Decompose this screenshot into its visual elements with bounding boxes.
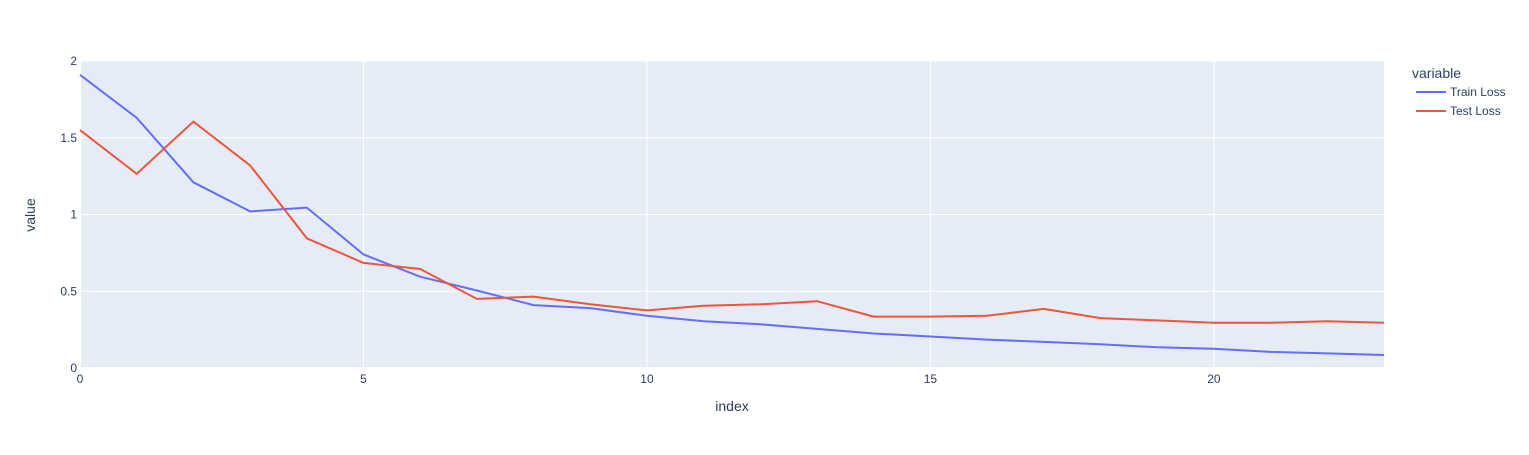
gridlines	[79, 60, 1384, 369]
series-line-train-loss	[79, 74, 1385, 356]
x-tick-label: 10	[640, 372, 654, 386]
y-tick-label: 1.5	[60, 131, 77, 145]
legend-items: Train Loss Test Loss	[1416, 85, 1506, 118]
series-lines	[79, 74, 1385, 356]
series-line-test-loss	[79, 120, 1385, 324]
legend-title: variable	[1412, 65, 1461, 81]
x-tick-label: 5	[360, 372, 367, 386]
x-axis-title: index	[715, 398, 748, 414]
y-tick-label: 0.5	[60, 284, 77, 298]
tick-labels: 00.511.520 5 10 15 20	[60, 54, 1221, 386]
y-tick-label: 0	[70, 361, 77, 375]
y-axis-title: value	[22, 198, 38, 232]
legend-label: Train Loss	[1450, 85, 1506, 99]
legend-item[interactable]: Train Loss	[1416, 85, 1506, 99]
x-tick-label: 15	[924, 372, 938, 386]
x-tick-label: 20	[1207, 372, 1221, 386]
legend: variable Train Loss Test Loss	[1412, 65, 1506, 118]
legend-label: Test Loss	[1450, 104, 1501, 118]
y-tick-label: 2	[70, 54, 77, 68]
x-tick-label: 0	[77, 372, 84, 386]
y-tick-label: 1	[70, 208, 77, 222]
legend-item[interactable]: Test Loss	[1416, 104, 1501, 118]
